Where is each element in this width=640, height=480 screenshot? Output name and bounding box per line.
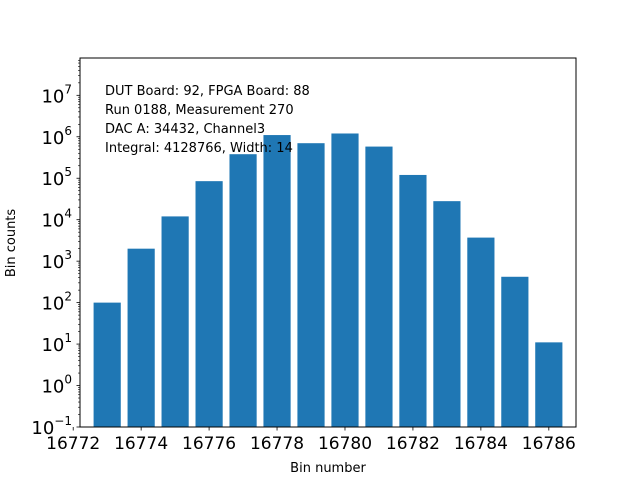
x-tick-label: 16776: [182, 434, 236, 454]
annotation-line: DUT Board: 92, FPGA Board: 88: [105, 84, 310, 99]
y-tick-label: 102: [41, 290, 72, 315]
bar-16780: [331, 133, 359, 428]
bar-16775: [161, 216, 189, 427]
plot-frame: [79, 57, 577, 428]
annotation-line: Integral: 4128766, Width: 14: [105, 141, 293, 156]
bar-16774: [127, 248, 155, 427]
bar-16777: [229, 154, 257, 427]
x-tick-label: 16782: [386, 434, 440, 454]
y-tick-label: 100: [41, 373, 72, 398]
bar-16786: [535, 342, 563, 427]
x-tick-label: 16772: [46, 434, 100, 454]
x-axis: 16772 16774 16776 16778 16780 16782 16784 16786: [46, 427, 576, 454]
x-axis-label: Bin number: [290, 461, 366, 476]
bar-16781: [365, 146, 393, 427]
x-tick-label: 16784: [454, 434, 508, 454]
x-tick-label: 16778: [250, 434, 304, 454]
y-tick-label: 103: [41, 248, 72, 273]
y-tick-label: 101: [41, 331, 72, 356]
bar-16782: [399, 174, 427, 427]
bar-16773: [93, 302, 121, 427]
bar-16776: [195, 181, 223, 427]
bar-16779: [297, 143, 325, 427]
annotation-line: DAC A: 34432, Channel3: [105, 122, 265, 137]
annotation-line: Run 0188, Measurement 270: [105, 103, 294, 118]
x-tick-label: 16774: [114, 434, 168, 454]
x-tick-label: 16786: [522, 434, 576, 454]
annotation-block: DUT Board: 92, FPGA Board: 88 Run 0188, M…: [105, 84, 310, 156]
bar-16783: [433, 201, 461, 427]
bar-16784: [467, 237, 495, 427]
bar-16778: [263, 135, 291, 427]
y-tick-label: 104: [41, 207, 72, 232]
y-axis: 10−1 100 101 102 103 104 105 106 107: [31, 82, 80, 439]
bar-16785: [501, 276, 529, 427]
y-axis-label: Bin counts: [4, 209, 19, 278]
y-tick-label: 107: [41, 82, 72, 107]
y-tick-label: 10−1: [31, 414, 72, 439]
y-tick-label: 105: [41, 165, 72, 190]
bars-layer: [93, 133, 563, 428]
x-tick-label: 16780: [318, 434, 372, 454]
y-tick-label: 106: [41, 124, 72, 149]
